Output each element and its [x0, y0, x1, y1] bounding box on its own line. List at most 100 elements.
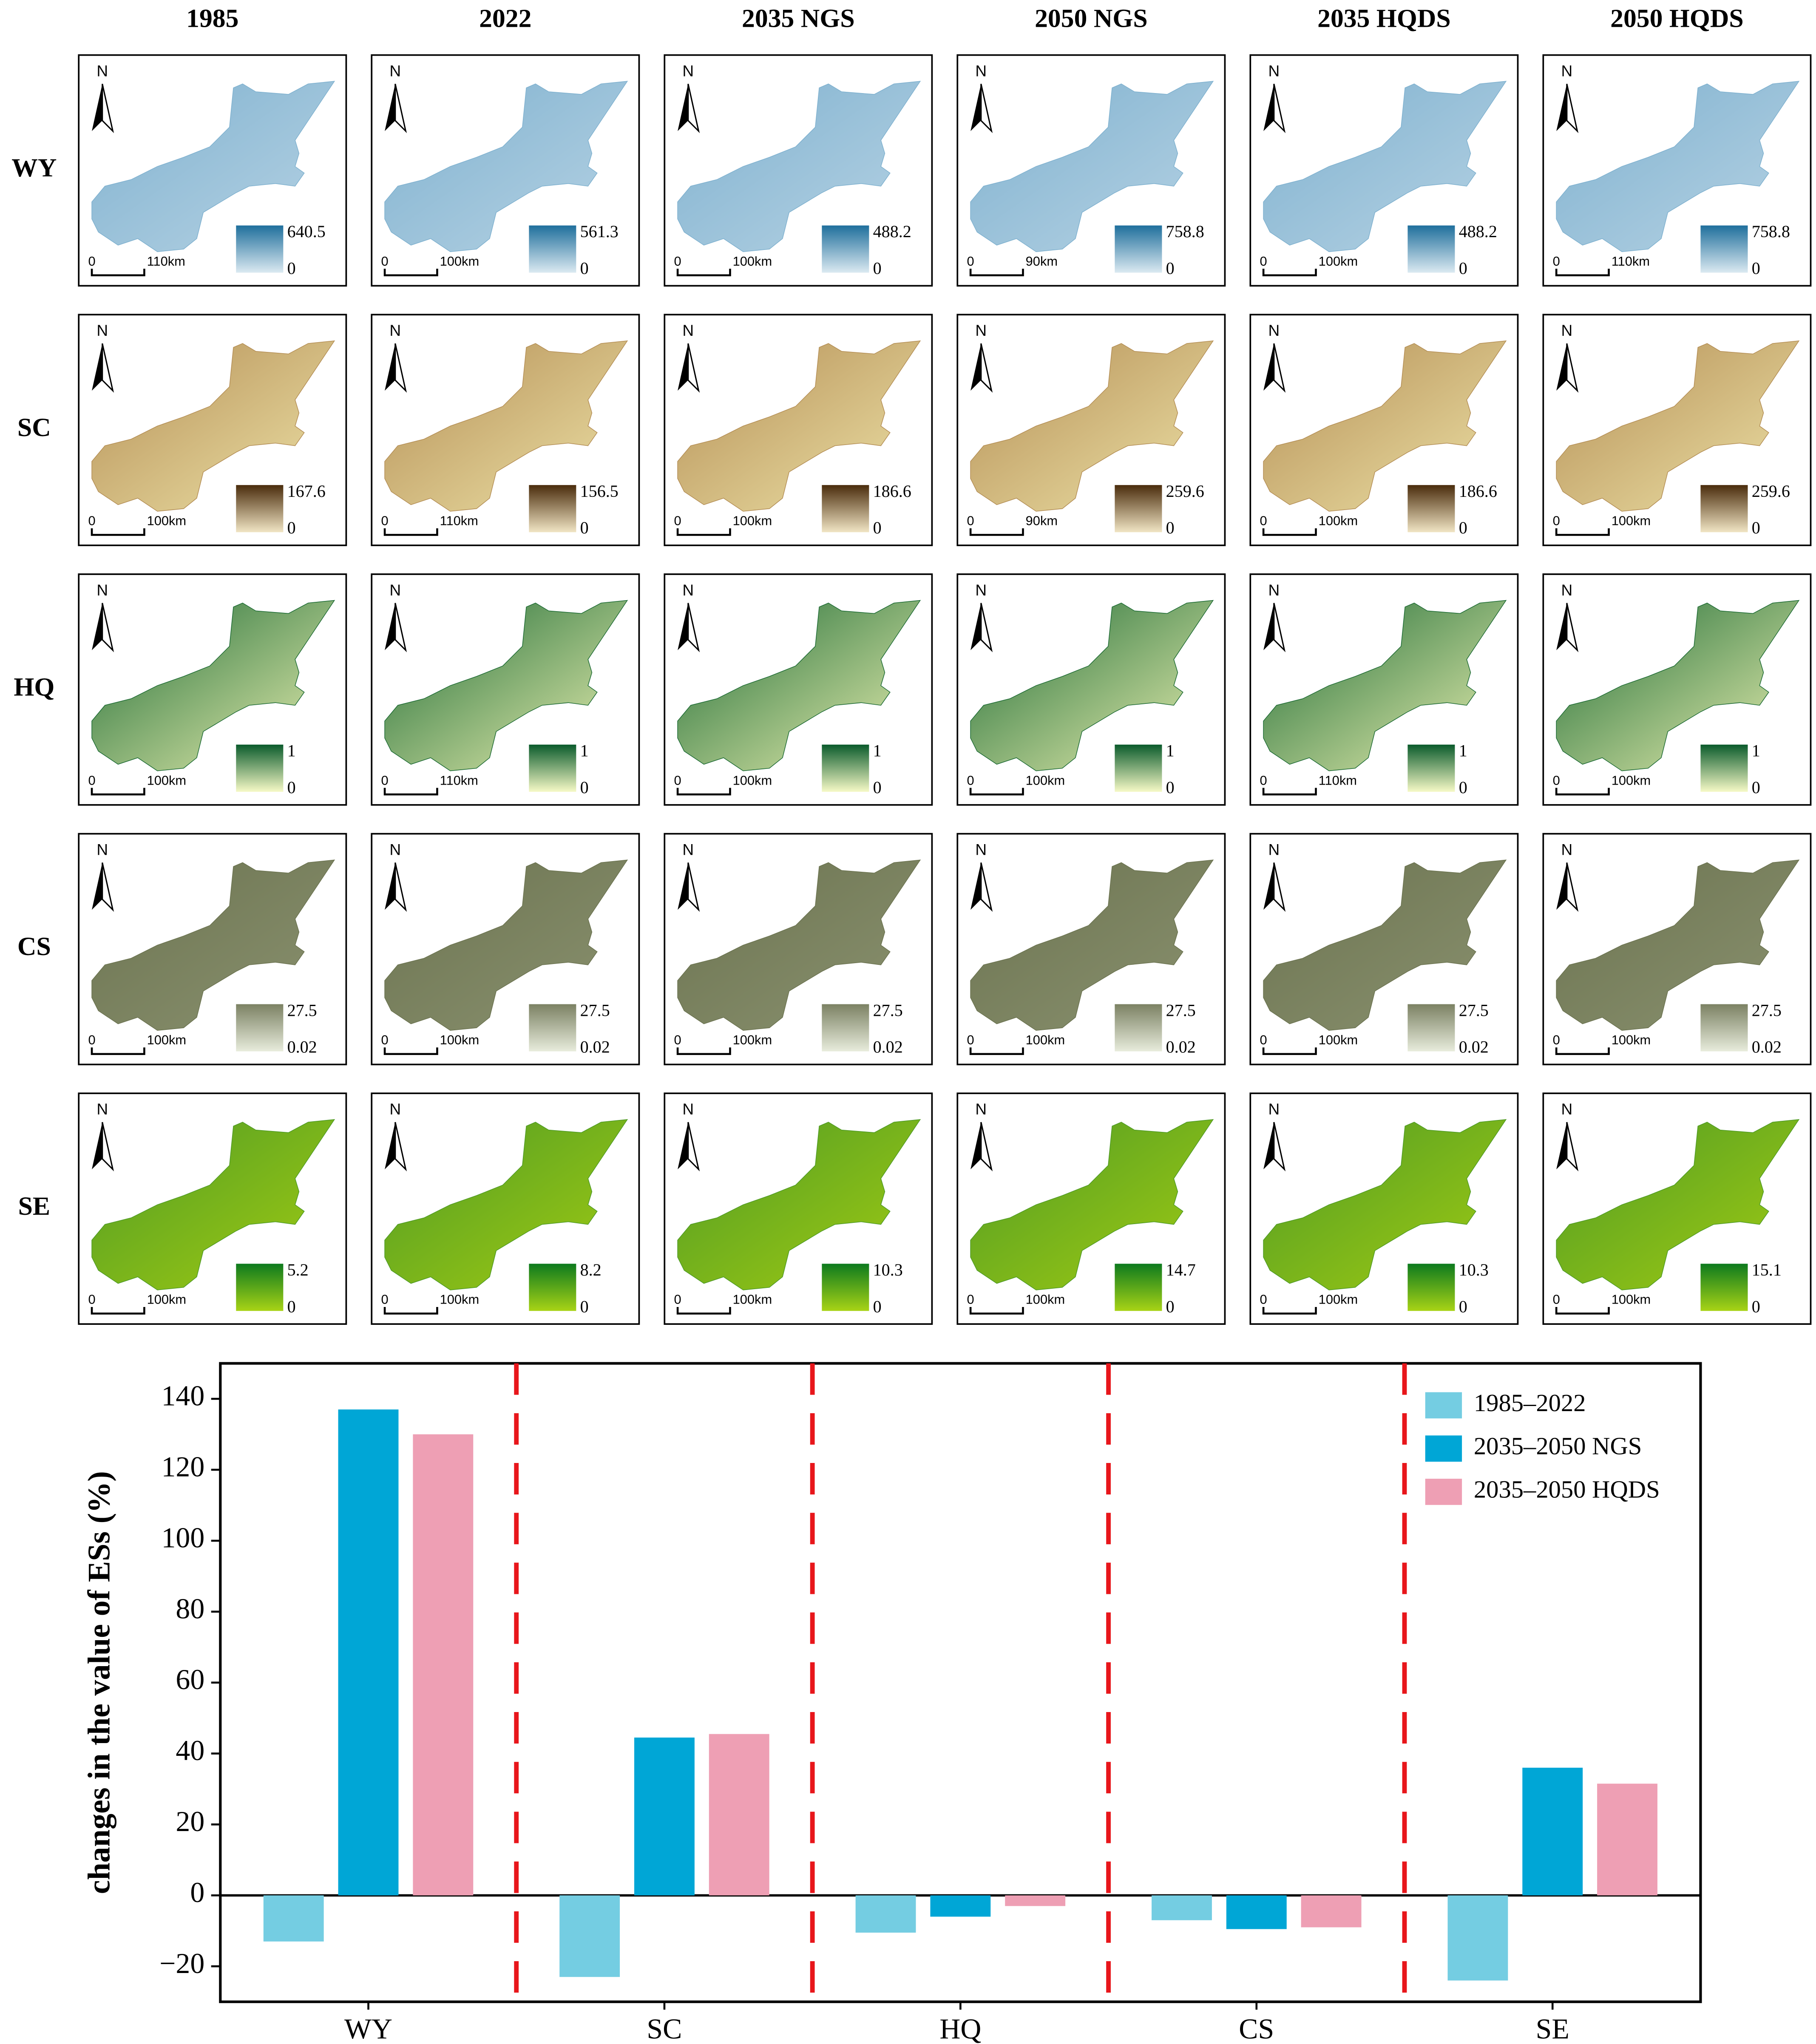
north-label: N: [1561, 321, 1572, 339]
north-arrow: [102, 603, 114, 652]
north-arrow: [687, 1122, 700, 1172]
legend-ramp: [1115, 485, 1162, 533]
scale-bar: [969, 1047, 1024, 1055]
legend-max: 14.7: [1166, 1260, 1196, 1279]
y-tick-label: 120: [162, 1451, 205, 1483]
north-label: N: [682, 581, 694, 599]
scale-bar: [676, 1047, 731, 1055]
scale-zero: 0: [88, 1032, 95, 1047]
row-label: SE: [18, 1192, 50, 1221]
north-arrow: [1556, 862, 1567, 910]
legend-max: 27.5: [580, 1001, 610, 1020]
scale-zero: 0: [1553, 1292, 1560, 1307]
scale-zero: 0: [381, 773, 388, 788]
north-label: N: [96, 62, 108, 79]
y-tick-label: 40: [176, 1735, 204, 1766]
legend-ramp: [822, 1004, 869, 1052]
scale-zero: 0: [1260, 1292, 1267, 1307]
legend-max: 27.5: [1166, 1001, 1196, 1020]
region-map: [1263, 600, 1507, 771]
region-map: [677, 340, 921, 512]
north-label: N: [1561, 840, 1572, 858]
legend-max: 27.5: [287, 1001, 317, 1020]
scale-label: 90km: [1026, 254, 1058, 269]
scale-label: 100km: [733, 513, 772, 528]
map-panel: N 259.6 0 0 90km: [956, 314, 1226, 546]
north-arrow: [102, 84, 114, 133]
map-panel: N 27.5 0.02 0 100km: [664, 833, 933, 1066]
north-label: N: [975, 840, 987, 858]
legend-min: 0: [1752, 1297, 1760, 1316]
north-label: N: [389, 581, 401, 599]
scale-zero: 0: [674, 254, 681, 269]
scale-zero: 0: [88, 513, 95, 528]
north-arrow: [1273, 84, 1286, 133]
scale-bar: [1555, 788, 1610, 796]
north-arrow: [1273, 1122, 1286, 1172]
north-label: N: [1561, 581, 1572, 599]
region-map: [384, 600, 628, 771]
north-arrow: [980, 84, 993, 133]
legend-min: 0: [1459, 778, 1467, 797]
scale-label: 100km: [733, 1032, 772, 1047]
north-label: N: [1561, 1100, 1572, 1118]
scale-label: 100km: [147, 773, 187, 788]
legend-max: 1: [1166, 741, 1175, 760]
y-tick-label: 80: [176, 1593, 204, 1624]
scale-label: 100km: [440, 254, 480, 269]
y-tick-label: 60: [176, 1664, 204, 1695]
scale-bar: [383, 1307, 438, 1315]
y-tick-label: 20: [176, 1806, 204, 1837]
legend-min: 0: [580, 259, 589, 278]
north-arrow: [1566, 1122, 1579, 1172]
map-panel: N 186.6 0 0 100km: [664, 314, 933, 546]
legend-max: 1: [580, 741, 589, 760]
scale-zero: 0: [1260, 1032, 1267, 1047]
legend-ramp: [1407, 744, 1455, 792]
map-panel: N 1 0 0 100km: [956, 573, 1226, 806]
north-arrow: [1263, 862, 1274, 910]
map-panel: N 1 0 0 100km: [664, 573, 933, 806]
scale-bar: [383, 269, 438, 277]
north-label: N: [1561, 62, 1572, 79]
legend-min: 0.02: [1166, 1038, 1196, 1057]
north-arrow: [1556, 1122, 1567, 1170]
region-map: [1263, 1119, 1507, 1290]
scale-bar: [1262, 528, 1317, 536]
legend-ramp: [822, 744, 869, 792]
scale-zero: 0: [967, 1292, 974, 1307]
north-arrow: [1566, 862, 1579, 912]
north-arrow: [92, 343, 102, 391]
column-header: 2035 HQDS: [1317, 4, 1451, 33]
legend-ramp: [1700, 1264, 1748, 1311]
scale-bar: [91, 1307, 145, 1315]
region-map: [1556, 1119, 1800, 1290]
north-arrow: [385, 343, 395, 391]
north-arrow: [970, 862, 981, 910]
north-arrow: [1263, 603, 1274, 650]
y-axis-label: changes in the value of ESs (%): [82, 1471, 117, 1894]
region-map: [970, 81, 1214, 252]
legend-min: 0: [287, 778, 296, 797]
legend-max: 1: [873, 741, 882, 760]
scale-bar: [969, 1307, 1024, 1315]
legend-min: 0: [287, 518, 296, 537]
legend-ramp: [236, 485, 284, 533]
legend-ramp: [529, 1264, 576, 1311]
north-arrow: [1566, 603, 1579, 652]
legend-min: 0: [287, 1297, 296, 1316]
map-panel: N 186.6 0 0 100km: [1249, 314, 1519, 546]
north-label: N: [1268, 1100, 1280, 1118]
map-panel: N 156.5 0 0 110km: [371, 314, 640, 546]
north-label: N: [1268, 581, 1280, 599]
scale-label: 110km: [147, 254, 185, 269]
legend-ramp: [529, 1004, 576, 1052]
map-panel: N 10.3 0 0 100km: [664, 1092, 933, 1325]
scale-bar: [1262, 1307, 1317, 1315]
north-arrow: [102, 862, 114, 912]
scale-zero: 0: [381, 1292, 388, 1307]
north-label: N: [975, 581, 987, 599]
north-label: N: [96, 840, 108, 858]
column-header: 2035 NGS: [742, 4, 855, 33]
